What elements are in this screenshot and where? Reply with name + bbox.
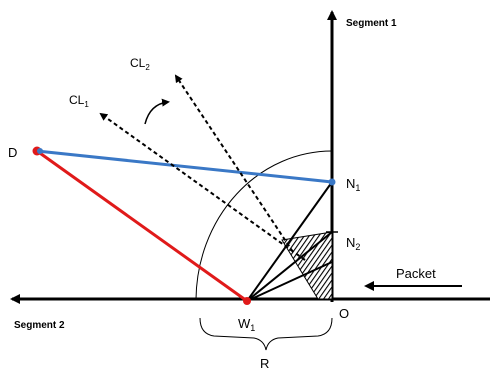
segment2-label: Segment 2 <box>14 320 65 331</box>
segment1-label: Segment 1 <box>346 18 397 29</box>
label-n2: N2 <box>346 235 360 252</box>
hatched-region <box>281 231 333 300</box>
line-w1-n1 <box>246 181 333 302</box>
label-d: D <box>8 145 17 160</box>
label-cl1: CL1 <box>69 93 89 109</box>
label-w1: W1 <box>238 316 255 333</box>
line-w1-mid <box>246 261 333 302</box>
point-n1 <box>328 178 336 186</box>
label-cl2: CL2 <box>130 56 150 72</box>
line-d-w1 <box>36 149 248 303</box>
r-brace <box>199 317 333 351</box>
cl2-arrow <box>174 74 294 253</box>
label-r: R <box>260 356 269 371</box>
rotation-arrow <box>144 98 170 125</box>
point-d-inner <box>37 148 43 154</box>
cl1-arrow <box>99 112 306 261</box>
label-packet: Packet <box>396 266 436 281</box>
line-w1-n2 <box>246 231 333 302</box>
line-d-n1 <box>36 149 333 184</box>
label-n1: N1 <box>346 176 360 193</box>
label-o: O <box>339 306 349 321</box>
point-w1 <box>243 297 251 305</box>
